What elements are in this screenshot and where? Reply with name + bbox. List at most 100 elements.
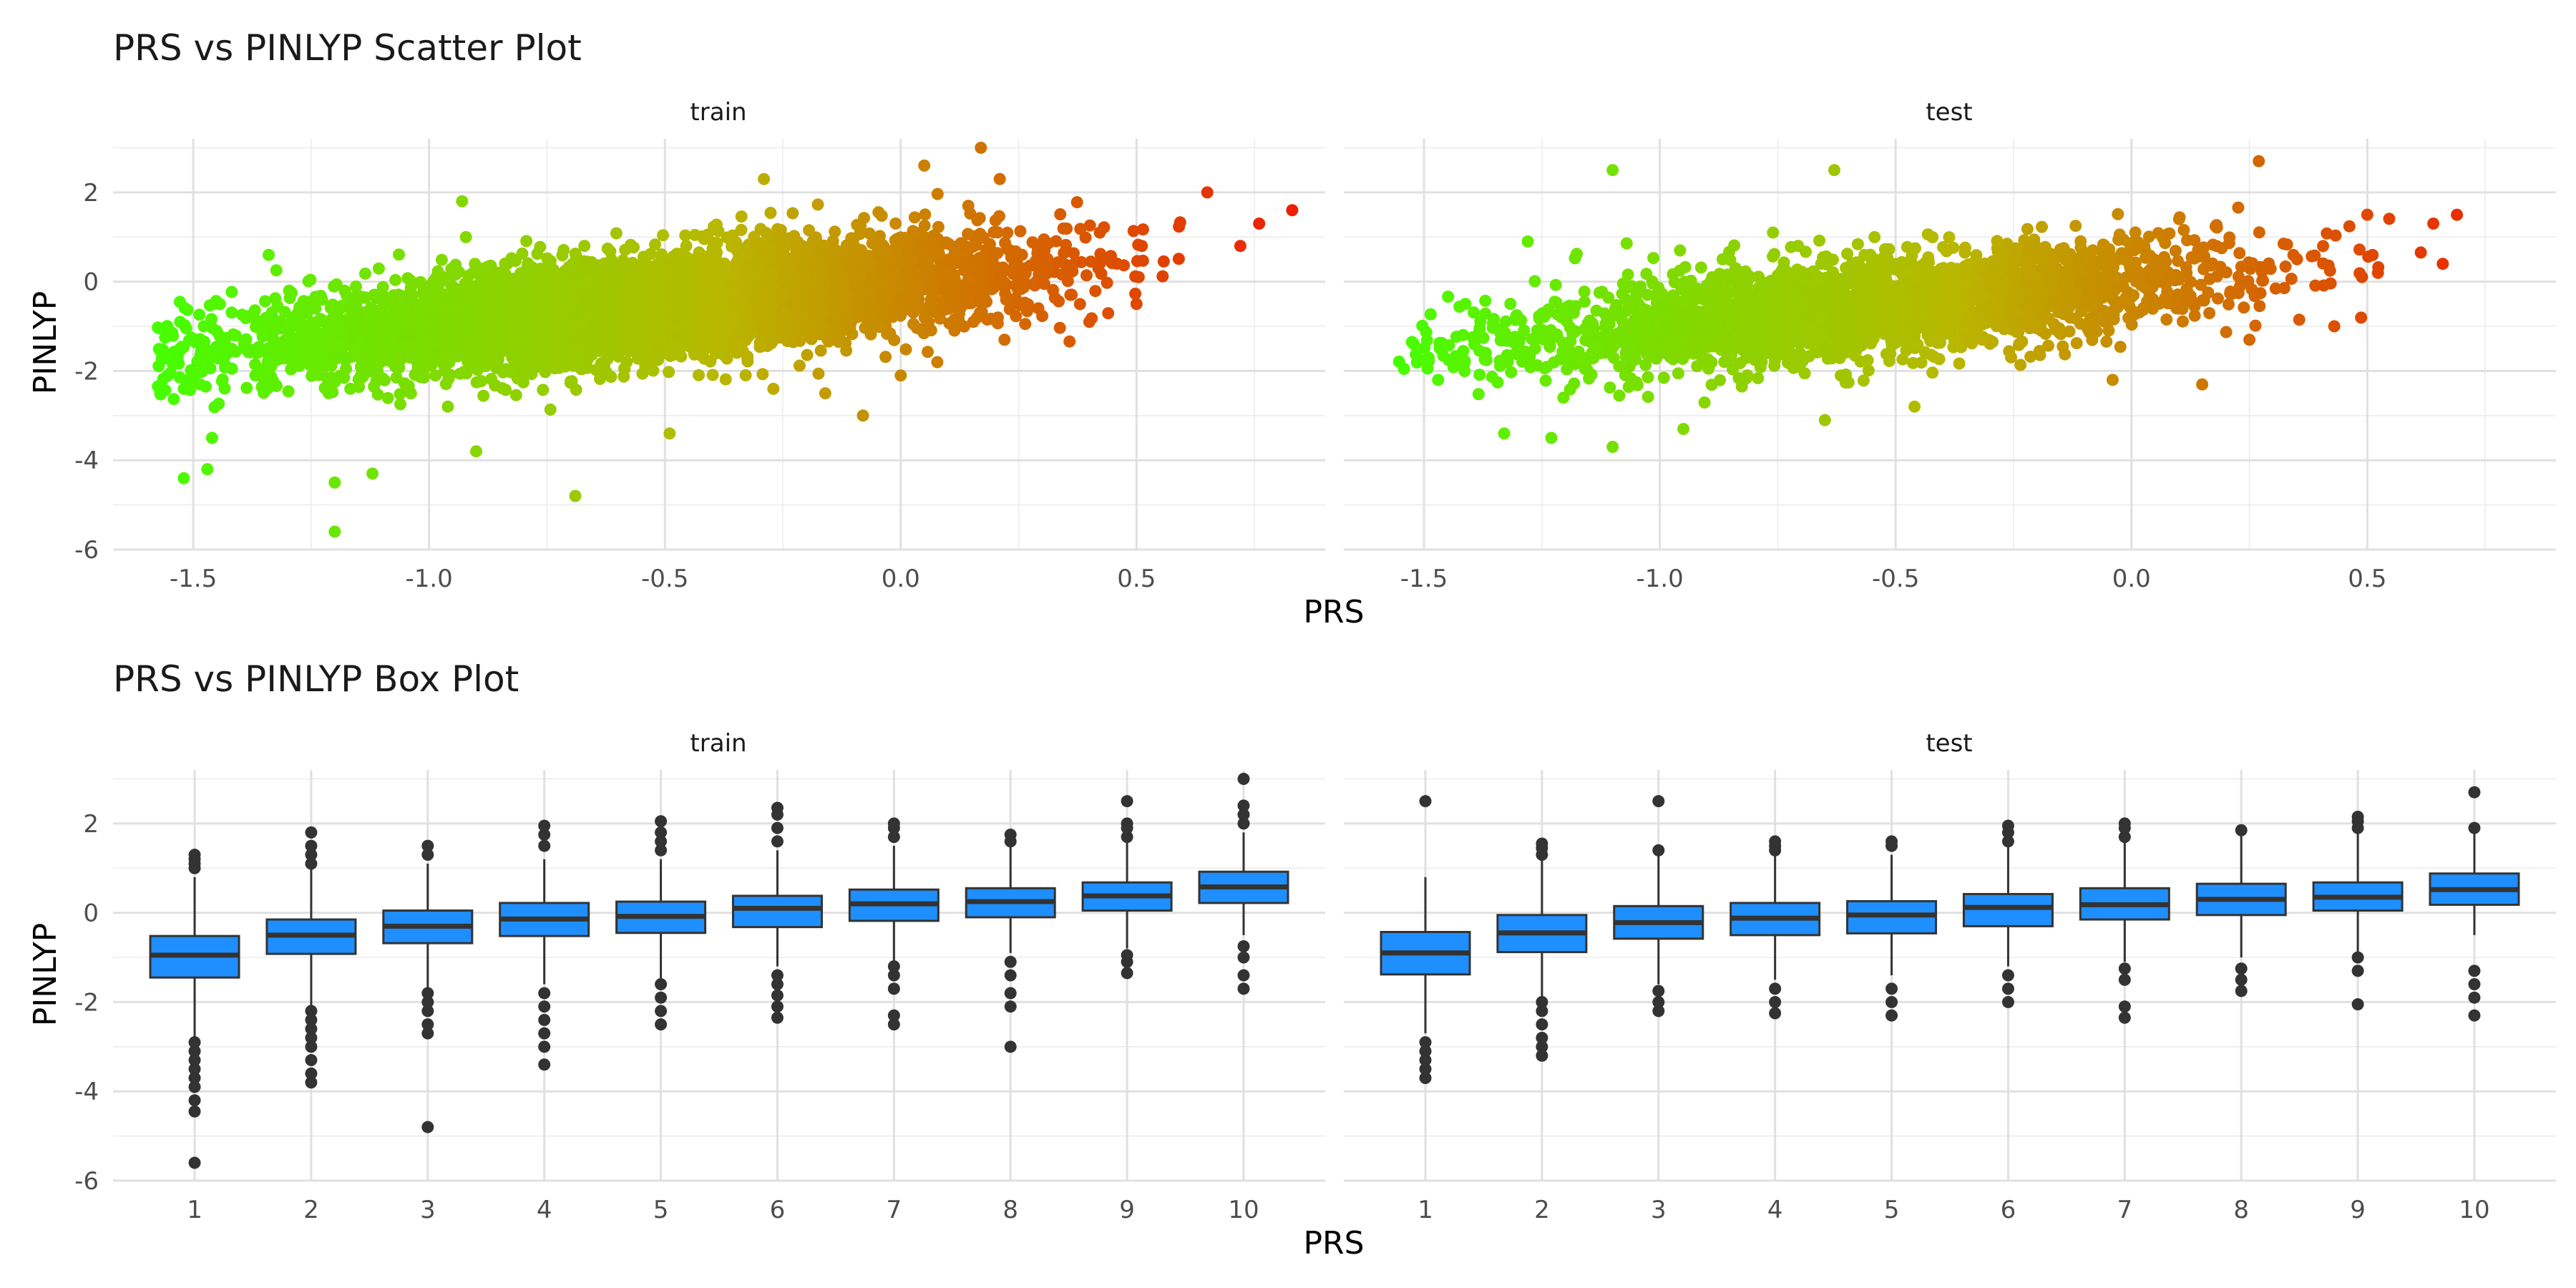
scatter-point (235, 308, 248, 321)
scatter-point (173, 296, 186, 308)
scatter-x-axis-title: PRS (1303, 594, 1364, 630)
scatter-point (706, 369, 719, 381)
scatter-point (283, 329, 296, 342)
scatter-point (520, 235, 533, 248)
scatter-point (344, 382, 357, 395)
scatter-point (379, 374, 391, 386)
scatter-point (867, 316, 879, 329)
scatter-point (991, 226, 1004, 239)
scatter-point (1019, 318, 1032, 331)
scatter-point (786, 207, 799, 220)
scatter-point (971, 311, 983, 324)
scatter-point (899, 343, 912, 356)
scatter-point (688, 228, 701, 241)
scatter-point (1070, 196, 1083, 209)
scatter-point (441, 400, 454, 413)
scatter-points (152, 142, 1299, 538)
scatter-point (1129, 288, 1142, 300)
scatter-point (604, 245, 617, 258)
scatter-y-axis-title: PINLYP (27, 291, 64, 395)
scatter-point (1032, 302, 1045, 315)
scatter-point (922, 316, 935, 328)
scatter-point (628, 241, 640, 254)
scatter-point (908, 211, 921, 224)
scatter-point (459, 230, 472, 243)
scatter-point (771, 228, 784, 240)
scatter-point (764, 207, 777, 219)
scatter-point (208, 297, 221, 310)
scatter-point (693, 369, 705, 381)
scatter-point (347, 291, 360, 304)
scatter-point (1173, 220, 1186, 233)
scatter-point (469, 258, 482, 270)
scatter-point (350, 280, 362, 293)
scatter-point (680, 240, 693, 253)
scatter-point (631, 352, 644, 365)
scatter-point (544, 403, 557, 416)
scatter-point (1079, 231, 1092, 244)
scatter-point (1127, 225, 1140, 238)
y-tick-label: -2 (74, 357, 99, 386)
scatter-point (227, 328, 240, 341)
scatter-point (204, 362, 217, 375)
scatter-point (741, 355, 754, 368)
scatter-point (414, 275, 427, 288)
x-tick-label: 0.0 (882, 565, 920, 593)
scatter-point (1065, 288, 1078, 301)
scatter-point (931, 356, 944, 369)
scatter-point (760, 227, 773, 239)
scatter-point (1001, 226, 1014, 239)
scatter-point (259, 295, 271, 308)
scatter-point (152, 322, 165, 335)
scatter-point (1073, 298, 1086, 311)
scatter-point (1093, 226, 1106, 239)
scatter-point (931, 187, 944, 200)
scatter-chart: PRS vs PINLYP Scatter Plot train test PR… (27, 27, 2556, 630)
scatter-point (704, 355, 717, 368)
scatter-point (1075, 255, 1088, 268)
scatter-point (1093, 257, 1106, 270)
scatter-point (801, 348, 814, 361)
scatter-point (460, 367, 473, 380)
x-tick-label: -0.5 (641, 565, 688, 593)
scatter-point (485, 373, 497, 386)
x-tick-label: -1.5 (170, 565, 217, 593)
scatter-point (618, 370, 630, 383)
scatter-point (679, 229, 692, 242)
scatter-point (225, 306, 238, 319)
scatter-point (739, 369, 752, 381)
scatter-point (884, 327, 897, 340)
scatter-point (328, 280, 341, 293)
scatter-point (225, 286, 238, 298)
scatter-point (1131, 255, 1143, 268)
strip-label-scatter-test: test (1926, 98, 1972, 127)
scatter-point (180, 322, 192, 335)
scatter-point (167, 393, 180, 406)
scatter-point (719, 373, 732, 386)
y-tick-label: -6 (74, 536, 99, 565)
scatter-point (879, 351, 892, 364)
scatter-point (1136, 240, 1148, 253)
scatter-point (663, 366, 675, 379)
scatter-point (962, 200, 975, 213)
scatter-point (610, 227, 623, 240)
scatter-point (1136, 223, 1149, 236)
scatter-point (1063, 335, 1076, 348)
scatter-point (270, 264, 283, 277)
scatter-point (600, 366, 613, 379)
scatter-point (282, 385, 295, 398)
scatter-point (435, 253, 448, 266)
x-tick-label: 0.5 (1117, 565, 1156, 593)
scatter-point (647, 364, 660, 377)
scatter-point (477, 389, 490, 402)
scatter-point (249, 358, 262, 371)
scatter-point (922, 346, 934, 358)
scatter-point (160, 370, 173, 383)
scatter-point (1038, 278, 1050, 291)
scatter-point (186, 368, 199, 381)
scatter-point (208, 401, 221, 414)
scatter-point (1157, 255, 1170, 268)
scatter-title: PRS vs PINLYP Scatter Plot (113, 27, 582, 69)
scatter-point (215, 375, 228, 388)
